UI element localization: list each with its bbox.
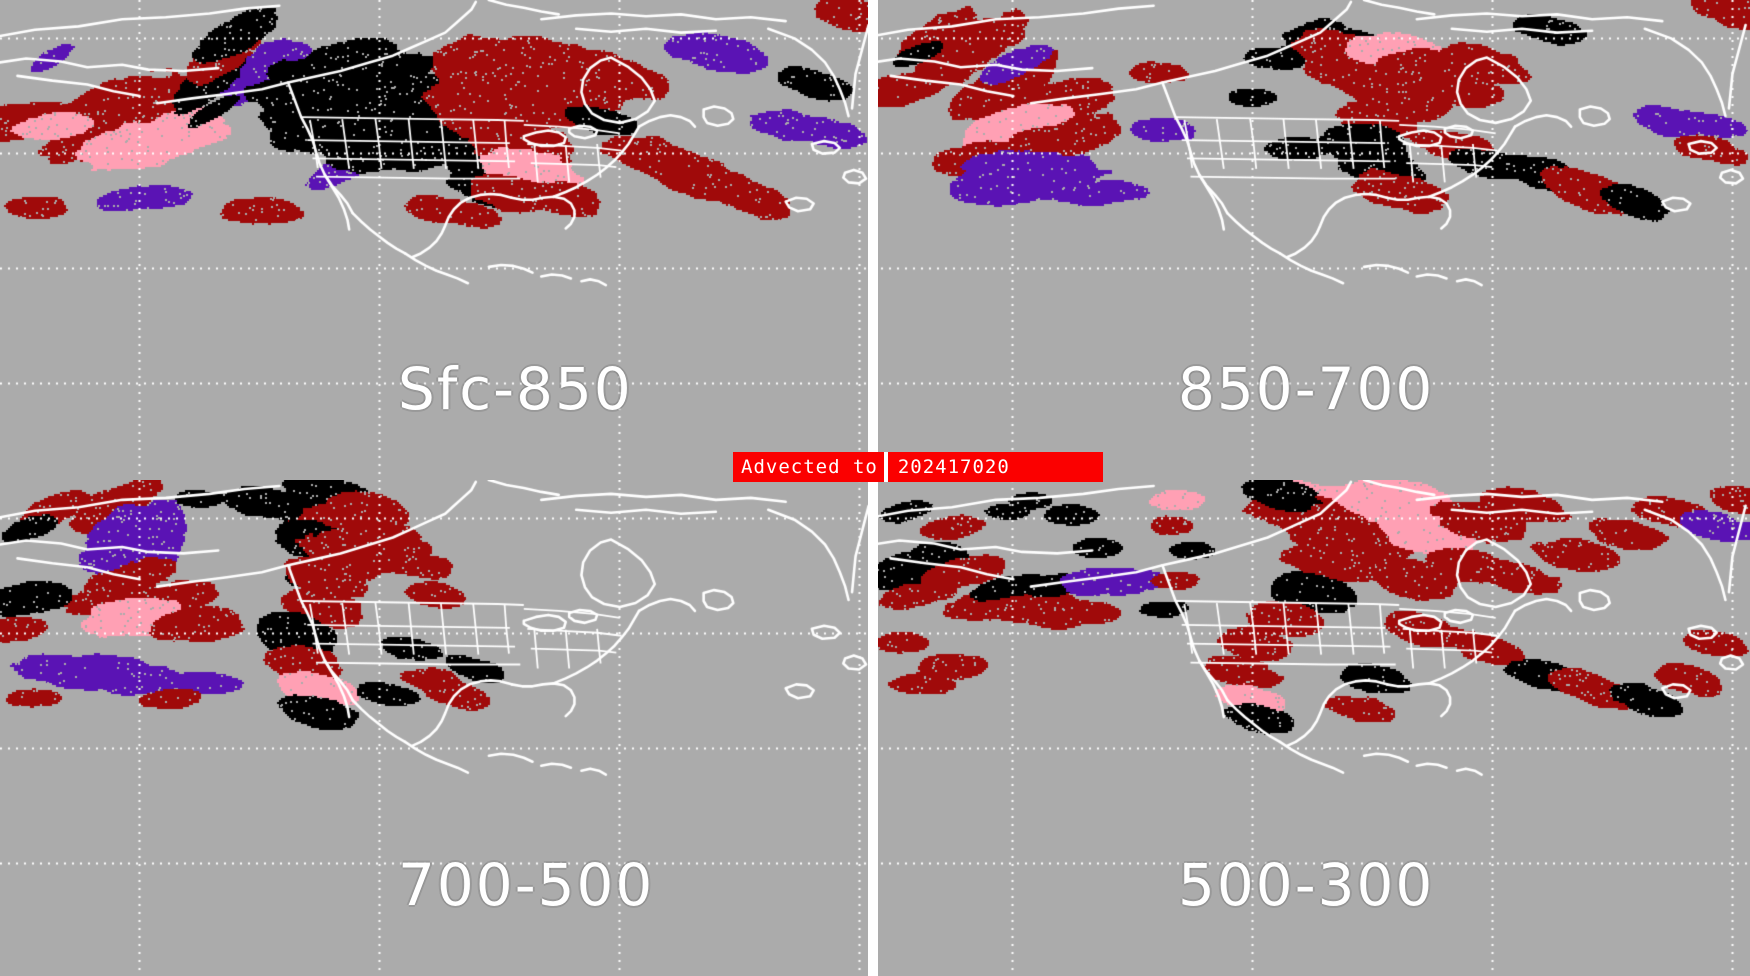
map-canvas-500-300 xyxy=(873,480,1750,976)
panel-500-300[interactable]: 500-300 xyxy=(873,480,1750,976)
panel-700-500[interactable]: 700-500 xyxy=(0,480,873,976)
advected-to-label: Advected to xyxy=(741,456,878,478)
panel-separator-vertical xyxy=(868,0,878,976)
panel-label-500-300: 500-300 xyxy=(1178,851,1435,919)
panel-850-700[interactable]: 850-700 xyxy=(873,0,1750,480)
map-canvas-850-700 xyxy=(873,0,1750,480)
panel-label-850-700: 850-700 xyxy=(1178,355,1435,423)
banner-divider xyxy=(883,452,888,482)
advected-to-banner: Advected to 202417020 xyxy=(733,452,1103,482)
map-canvas-700-500 xyxy=(0,480,873,976)
map-canvas-sfc-850 xyxy=(0,0,873,480)
panel-label-sfc-850: Sfc-850 xyxy=(398,355,633,423)
panel-sfc-850[interactable]: Sfc-850 xyxy=(0,0,873,480)
advected-to-timestamp: 202417020 xyxy=(897,456,1010,478)
panel-label-700-500: 700-500 xyxy=(398,851,655,919)
